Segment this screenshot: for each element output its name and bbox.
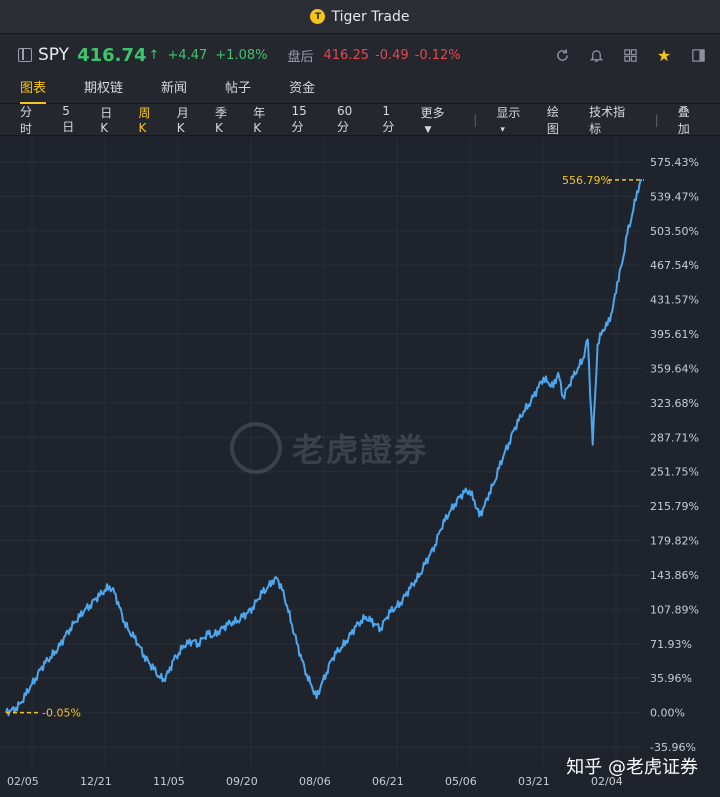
y-tick-label: -35.96%	[650, 741, 696, 754]
price-series-line	[5, 178, 643, 717]
period-selector: 分时 5日 日K 周K 月K 季K 年K 15分 60分 1分 更多 ▼ | 显示…	[0, 104, 720, 136]
last-price: 416.74	[77, 44, 147, 66]
x-tick-label: 02/04	[591, 775, 623, 788]
y-tick-label: 431.57%	[650, 294, 699, 307]
y-tick-label: 143.86%	[650, 569, 699, 582]
period-yearly[interactable]: 年K	[253, 106, 266, 135]
tiger-watermark-icon	[230, 422, 282, 474]
y-tick-label: 467.54%	[650, 259, 699, 272]
after-hours-label: 盘后	[287, 49, 314, 65]
display-dropdown[interactable]: 显示 ▾	[496, 104, 528, 135]
period-daily[interactable]: 日K	[100, 106, 113, 135]
more-dropdown[interactable]: 更多 ▼	[420, 104, 454, 135]
after-hours-change: -0.49	[375, 47, 409, 63]
price-chart[interactable]: 575.43% 539.47% 503.50% 467.54% 431.57% 395.6…	[0, 137, 720, 797]
y-tick-label: 323.68%	[650, 397, 699, 410]
y-tick-label: 503.50%	[650, 225, 699, 238]
after-hours-price: 416.25	[323, 47, 370, 63]
period-weekly[interactable]: 周K	[138, 106, 151, 135]
grid-icon[interactable]	[622, 47, 638, 63]
y-tick-label: 575.43%	[650, 156, 699, 169]
caret-down-icon: ▾	[500, 125, 505, 135]
period-5day[interactable]: 5日	[62, 104, 75, 134]
window-title: Tiger Trade	[331, 8, 410, 25]
display-label: 显示	[496, 106, 521, 120]
x-tick-label: 09/20	[226, 775, 258, 788]
x-tick-label: 12/21	[80, 775, 112, 788]
y-tick-label: 179.82%	[650, 535, 699, 548]
y-tick-label: 0.00%	[650, 707, 685, 720]
overlay-button[interactable]: 叠加	[677, 104, 690, 136]
y-tick-label: 215.79%	[650, 500, 699, 513]
y-tick-label: 71.93%	[650, 638, 692, 651]
x-tick-label: 03/21	[518, 775, 550, 788]
after-hours-pct: -0.12%	[414, 47, 461, 63]
period-intraday[interactable]: 分时	[20, 104, 33, 136]
indicators-button[interactable]: 技术指标	[589, 104, 626, 136]
x-tick-label: 02/05	[7, 775, 39, 788]
period-1min[interactable]: 1分	[382, 104, 395, 134]
main-tabs: 图表 期权链 新闻 帖子 资金	[0, 76, 720, 104]
start-value-label: -0.05%	[42, 707, 81, 720]
refresh-icon[interactable]	[554, 47, 570, 63]
y-tick-label: 107.89%	[650, 603, 699, 616]
y-tick-label: 287.71%	[650, 431, 699, 444]
watermark: 老虎證券	[230, 422, 428, 474]
y-tick-label: 395.61%	[650, 328, 699, 341]
price-change-pct: +1.08%	[215, 47, 268, 63]
ticker-symbol: SPY	[38, 45, 70, 65]
tab-chart[interactable]: 图表	[20, 76, 47, 104]
price-change: +4.47	[167, 47, 208, 63]
period-monthly[interactable]: 月K	[176, 106, 189, 135]
y-tick-label: 35.96%	[650, 672, 692, 685]
y-tick-label: 251.75%	[650, 466, 699, 479]
period-quarterly[interactable]: 季K	[215, 106, 228, 135]
panel-toggle-icon[interactable]	[690, 47, 706, 63]
x-tick-label: 05/06	[445, 775, 477, 788]
x-tick-label: 06/21	[372, 775, 404, 788]
x-tick-label: 11/05	[153, 775, 185, 788]
draw-button[interactable]: 绘图	[546, 104, 559, 136]
more-label: 更多	[420, 106, 445, 120]
toolbar-icons: ★	[554, 34, 706, 76]
chart-svg: 575.43% 539.47% 503.50% 467.54% 431.57% 395.6…	[0, 137, 699, 788]
caret-down-icon: ▼	[424, 125, 432, 135]
bell-icon[interactable]	[588, 47, 604, 63]
sidebar-toggle-icon[interactable]	[18, 48, 32, 62]
favorite-star-icon[interactable]: ★	[656, 45, 672, 65]
tiger-logo-icon: T	[310, 9, 326, 24]
tab-funds[interactable]: 资金	[289, 81, 316, 96]
source-credit: 知乎 @老虎证券	[566, 757, 698, 778]
quote-bar: SPY 416.74 ↑ +4.47 +1.08% 盘后 416.25 -0.4…	[0, 34, 720, 76]
divider: |	[654, 112, 659, 127]
window-titlebar: T Tiger Trade	[0, 0, 720, 34]
end-value-label: 556.79%	[562, 174, 611, 187]
tab-posts[interactable]: 帖子	[225, 81, 252, 96]
period-15min[interactable]: 15分	[291, 104, 307, 134]
x-tick-label: 08/06	[299, 775, 331, 788]
watermark-text: 老虎證券	[292, 431, 429, 469]
up-arrow-icon: ↑	[148, 47, 160, 63]
period-60min[interactable]: 60分	[336, 104, 353, 134]
y-tick-label: 359.64%	[650, 362, 699, 375]
tab-news[interactable]: 新闻	[161, 81, 188, 96]
divider: |	[473, 112, 478, 127]
y-tick-label: 539.47%	[650, 190, 699, 203]
tab-options-chain[interactable]: 期权链	[84, 81, 124, 96]
